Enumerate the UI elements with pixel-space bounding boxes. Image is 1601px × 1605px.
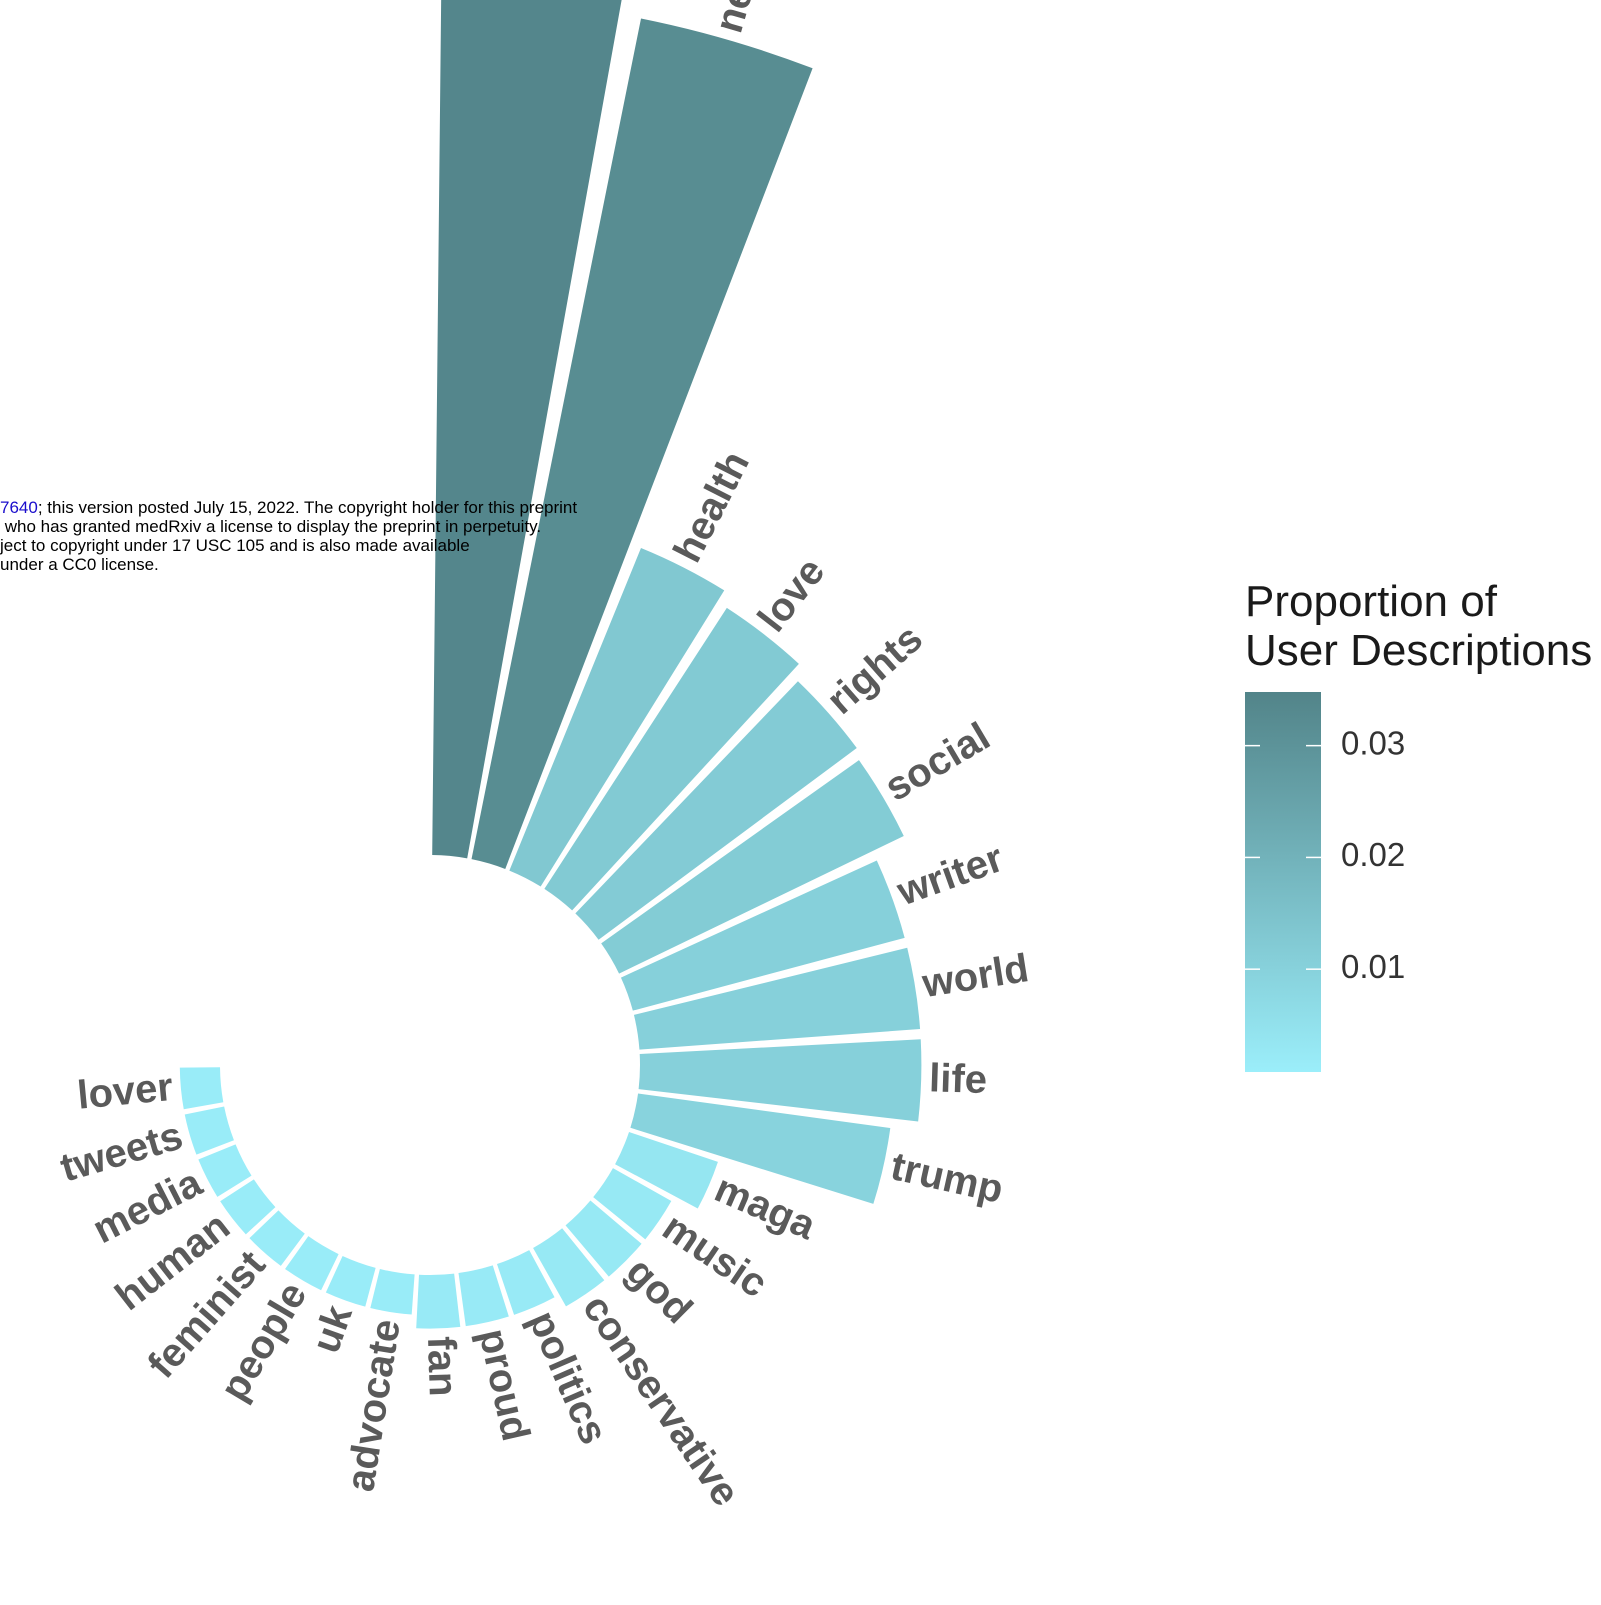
bar-label-trump: trump xyxy=(887,1144,1007,1212)
bar-love xyxy=(544,607,799,911)
bar-label-writer: writer xyxy=(891,836,1009,915)
bar-proud xyxy=(458,1265,509,1327)
bar-fan xyxy=(416,1273,461,1329)
legend-tick-label: 0.02 xyxy=(1341,836,1405,873)
bar-human xyxy=(220,1179,276,1235)
bar-media xyxy=(198,1144,252,1197)
bar-politics xyxy=(496,1250,555,1315)
bar-writer xyxy=(620,860,905,1011)
bar-label-lover: lover xyxy=(75,1065,174,1118)
preprint-notice-line-3: ject to copyright under 17 USC 105 and i… xyxy=(0,536,470,555)
bar-maga xyxy=(615,1131,718,1209)
bar-uk xyxy=(325,1255,376,1307)
bar-trump xyxy=(630,1093,891,1204)
legend-tick-label: 0.01 xyxy=(1341,948,1405,985)
bar-rights xyxy=(575,681,857,940)
bar-world xyxy=(633,947,921,1050)
legend-title-line-1: Proportion of xyxy=(1245,577,1498,626)
preprint-notice-line-2: who has granted medRxiv a license to dis… xyxy=(0,517,542,536)
bar-social xyxy=(601,760,904,974)
preprint-doi-link[interactable]: 7640 xyxy=(0,498,38,517)
bar-tweets xyxy=(184,1106,234,1155)
legend-colorbar xyxy=(1245,692,1321,1072)
bar-conservative xyxy=(533,1228,605,1307)
bar-lover xyxy=(179,1067,224,1110)
legend-title-line-2: User Descriptions xyxy=(1245,626,1592,675)
bar-feminist xyxy=(249,1210,305,1266)
legend-title: Proportion of User Descriptions xyxy=(1245,577,1592,675)
bar-label-news: news xyxy=(707,0,777,38)
bar-label-life: life xyxy=(929,1056,988,1102)
bar-label-uk: uk xyxy=(304,1299,361,1359)
legend-ticks: 0.03 0.02 0.01 xyxy=(1245,724,1405,985)
bar-advocate xyxy=(370,1268,415,1315)
bar-health xyxy=(509,547,725,887)
preprint-notice-line-1: 7640; this version posted July 15, 2022.… xyxy=(0,498,577,517)
bar-god xyxy=(565,1200,642,1277)
bar-label-proud: proud xyxy=(470,1325,538,1445)
bar-life xyxy=(638,1039,922,1122)
preprint-notice-line-4: under a CC0 license. xyxy=(0,555,159,574)
bar-views xyxy=(432,0,622,859)
legend: Proportion of User Descriptions 0.03 0.02… xyxy=(1245,577,1592,1072)
bar-news xyxy=(471,18,813,869)
bar-label-world: world xyxy=(918,946,1031,1006)
bar-label-health: health xyxy=(665,444,758,569)
bar-people xyxy=(285,1236,339,1291)
bar-music xyxy=(593,1168,672,1240)
bar-label-fan: fan xyxy=(419,1336,465,1397)
preprint-notice-line-1-text: ; this version posted July 15, 2022. The… xyxy=(37,498,578,517)
bar-label-social: social xyxy=(877,714,997,810)
bars-layer xyxy=(179,0,922,1329)
bar-label-rights: rights xyxy=(819,616,931,722)
legend-tick-label: 0.03 xyxy=(1341,724,1405,761)
bar-label-love: love xyxy=(750,550,834,640)
